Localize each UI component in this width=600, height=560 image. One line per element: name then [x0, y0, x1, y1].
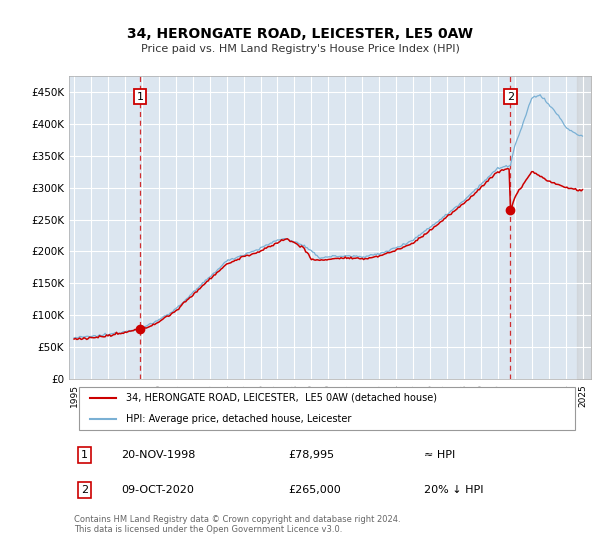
Text: 1: 1 — [137, 92, 143, 102]
Text: Price paid vs. HM Land Registry's House Price Index (HPI): Price paid vs. HM Land Registry's House … — [140, 44, 460, 54]
Text: 2: 2 — [81, 485, 88, 495]
Text: ≈ HPI: ≈ HPI — [424, 450, 455, 460]
Text: 09-OCT-2020: 09-OCT-2020 — [121, 485, 194, 495]
Text: 2: 2 — [507, 92, 514, 102]
Text: Contains HM Land Registry data © Crown copyright and database right 2024.
This d: Contains HM Land Registry data © Crown c… — [74, 515, 401, 534]
Text: 34, HERONGATE ROAD, LEICESTER,  LE5 0AW (detached house): 34, HERONGATE ROAD, LEICESTER, LE5 0AW (… — [127, 393, 437, 403]
Text: 20% ↓ HPI: 20% ↓ HPI — [424, 485, 484, 495]
FancyBboxPatch shape — [79, 387, 575, 430]
Text: HPI: Average price, detached house, Leicester: HPI: Average price, detached house, Leic… — [127, 414, 352, 424]
Text: £78,995: £78,995 — [288, 450, 334, 460]
Text: £265,000: £265,000 — [288, 485, 341, 495]
Text: 34, HERONGATE ROAD, LEICESTER, LE5 0AW: 34, HERONGATE ROAD, LEICESTER, LE5 0AW — [127, 27, 473, 41]
Text: 1: 1 — [81, 450, 88, 460]
Text: 20-NOV-1998: 20-NOV-1998 — [121, 450, 196, 460]
